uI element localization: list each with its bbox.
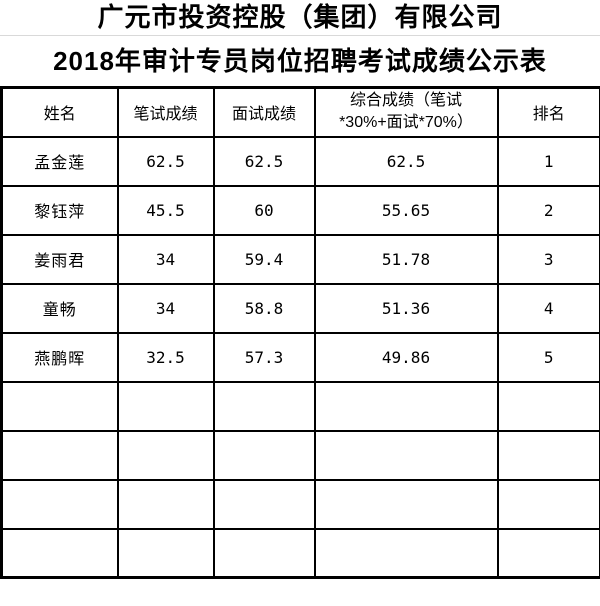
empty-cell xyxy=(116,527,215,579)
written-score-cell: 45.5 xyxy=(116,184,215,236)
written-score-cell: 34 xyxy=(116,233,215,285)
empty-cell xyxy=(496,527,600,579)
rank-cell: 3 xyxy=(496,233,600,285)
score-row: 孟金莲 62.5 62.5 62.5 1 xyxy=(0,135,600,187)
interview-score-cell: 62.5 xyxy=(212,135,316,187)
name-cell: 童畅 xyxy=(0,282,119,334)
empty-cell xyxy=(496,380,600,432)
composite-score-cell: 51.36 xyxy=(313,282,499,334)
header-composite-score: 综合成绩（笔试 *30%+面试*70%） xyxy=(313,86,499,138)
composite-score-cell: 51.78 xyxy=(313,233,499,285)
empty-cell xyxy=(313,380,499,432)
empty-cell xyxy=(116,478,215,530)
header-rank: 排名 xyxy=(496,86,600,138)
empty-cell xyxy=(0,527,119,579)
written-score-cell: 34 xyxy=(116,282,215,334)
empty-cell xyxy=(0,380,119,432)
name-cell: 姜雨君 xyxy=(0,233,119,285)
rank-cell: 4 xyxy=(496,282,600,334)
score-row: 童畅 34 58.8 51.36 4 xyxy=(0,282,600,334)
written-score-cell: 32.5 xyxy=(116,331,215,383)
interview-score-cell: 59.4 xyxy=(212,233,316,285)
score-row: 燕鹏晖 32.5 57.3 49.86 5 xyxy=(0,331,600,383)
empty-cell xyxy=(212,527,316,579)
empty-cell xyxy=(212,429,316,481)
company-title: 广元市投资控股（集团）有限公司 xyxy=(97,2,503,32)
interview-score-cell: 58.8 xyxy=(212,282,316,334)
empty-cell xyxy=(0,429,119,481)
empty-cell xyxy=(496,429,600,481)
header-interview-score: 面试成绩 xyxy=(212,86,316,138)
composite-score-cell: 62.5 xyxy=(313,135,499,187)
name-cell: 燕鹏晖 xyxy=(0,331,119,383)
composite-header-line2: *30%+面试*70%） xyxy=(339,114,473,132)
empty-cell xyxy=(0,478,119,530)
empty-cell xyxy=(313,527,499,579)
interview-score-cell: 57.3 xyxy=(212,331,316,383)
header-written-score: 笔试成绩 xyxy=(116,86,215,138)
score-row: 黎钰萍 45.5 60 55.65 2 xyxy=(0,184,600,236)
empty-row xyxy=(0,478,600,530)
written-score-cell: 62.5 xyxy=(116,135,215,187)
empty-row xyxy=(0,429,600,481)
composite-header-line1: 综合成绩（笔试 xyxy=(349,92,462,110)
header-row: 姓名 笔试成绩 面试成绩 综合成绩（笔试 *30%+面试*70%） 排名 xyxy=(0,86,600,138)
empty-row xyxy=(0,380,600,432)
interview-score-cell: 60 xyxy=(212,184,316,236)
empty-cell xyxy=(116,380,215,432)
empty-cell xyxy=(496,478,600,530)
name-cell: 孟金莲 xyxy=(0,135,119,187)
score-table: 姓名 笔试成绩 面试成绩 综合成绩（笔试 *30%+面试*70%） 排名 孟金莲… xyxy=(0,86,600,579)
empty-cell xyxy=(313,478,499,530)
composite-score-cell: 55.65 xyxy=(313,184,499,236)
empty-cell xyxy=(212,380,316,432)
title-divider xyxy=(0,35,600,36)
rank-cell: 1 xyxy=(496,135,600,187)
composite-score-cell: 49.86 xyxy=(313,331,499,383)
empty-cell xyxy=(212,478,316,530)
header-name: 姓名 xyxy=(0,86,119,138)
rank-cell: 2 xyxy=(496,184,600,236)
empty-cell xyxy=(313,429,499,481)
sheet-subtitle: 2018年审计专员岗位招聘考试成绩公示表 xyxy=(53,46,547,76)
name-cell: 黎钰萍 xyxy=(0,184,119,236)
empty-cell xyxy=(116,429,215,481)
rank-cell: 5 xyxy=(496,331,600,383)
score-row: 姜雨君 34 59.4 51.78 3 xyxy=(0,233,600,285)
empty-row xyxy=(0,527,600,579)
